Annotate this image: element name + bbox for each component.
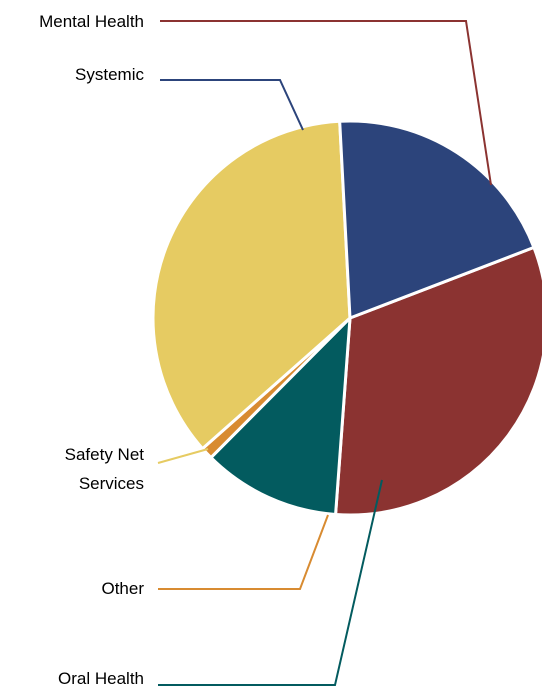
slice-mental-health xyxy=(334,245,542,517)
label-safety-net-line1: Safety Net xyxy=(65,445,145,464)
leader-line-safety-net xyxy=(157,448,209,464)
leader-line-mental-health xyxy=(160,20,492,186)
label-systemic: Systemic xyxy=(75,65,144,84)
label-oral-health: Oral Health xyxy=(58,669,144,688)
leader-line-other xyxy=(158,514,329,590)
slice-oral-health xyxy=(209,316,352,516)
leader-line-systemic xyxy=(160,79,304,131)
slice-systemic xyxy=(338,119,536,320)
leader-line-oral-health xyxy=(158,479,383,686)
slice-safety-net-services xyxy=(151,119,352,451)
label-safety-net-line2: Services xyxy=(79,474,144,493)
pie-slices xyxy=(151,119,542,517)
label-mental-health: Mental Health xyxy=(39,12,144,31)
label-other: Other xyxy=(101,579,144,598)
